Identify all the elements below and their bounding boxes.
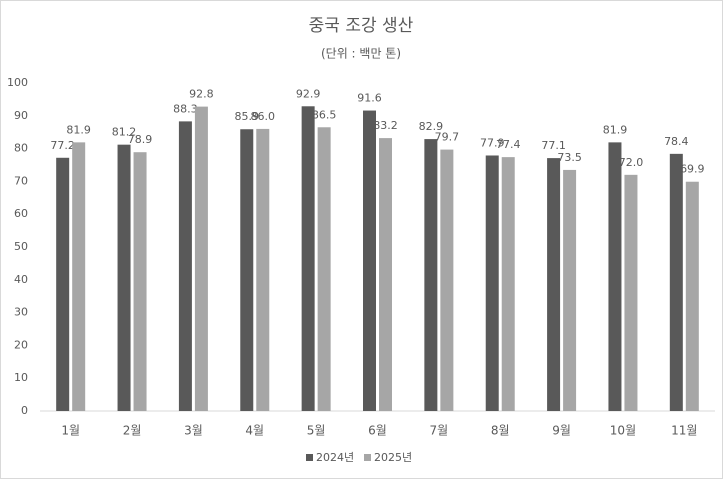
value-label: 81.9	[603, 123, 628, 136]
bar	[563, 169, 577, 411]
bar	[440, 149, 454, 412]
y-tick-label: 40	[14, 273, 28, 286]
x-tick-label: 6월	[368, 424, 387, 438]
value-label: 77.4	[496, 138, 521, 151]
bar	[133, 152, 147, 411]
bar	[669, 153, 683, 411]
value-label: 91.6	[357, 92, 382, 105]
value-label: 73.5	[557, 151, 582, 164]
bar	[72, 142, 86, 412]
x-tick-label: 11월	[671, 424, 697, 438]
x-tick-label: 7월	[430, 424, 449, 438]
y-tick-label: 100	[7, 76, 28, 89]
y-tick-label: 20	[14, 338, 28, 351]
value-label: 92.9	[296, 87, 321, 100]
bar	[178, 121, 192, 411]
value-label: 82.9	[419, 120, 444, 133]
x-tick-label: 10월	[610, 424, 636, 438]
value-label: 81.2	[112, 126, 137, 139]
x-tick-label: 5월	[307, 424, 326, 438]
bar	[240, 129, 254, 412]
value-label: 86.5	[312, 108, 337, 121]
y-tick-label: 60	[14, 207, 28, 220]
bar	[363, 110, 376, 411]
bar	[117, 144, 131, 411]
x-tick-label: 9월	[552, 424, 571, 438]
chart-title: 중국 조강 생산	[309, 16, 414, 36]
value-label: 88.3	[173, 102, 198, 115]
bar	[608, 142, 622, 412]
bar	[56, 157, 70, 411]
bar	[547, 158, 561, 411]
bar	[685, 181, 699, 411]
y-tick-label: 30	[14, 306, 28, 319]
bar	[317, 127, 331, 411]
bar	[194, 106, 208, 411]
value-label: 83.2	[373, 119, 398, 132]
value-label: 77.1	[541, 139, 566, 152]
x-tick-label: 3월	[184, 424, 203, 438]
y-tick-label: 50	[14, 240, 28, 253]
legend-swatch	[306, 454, 313, 461]
value-label: 78.4	[664, 135, 689, 148]
value-label: 69.9	[680, 163, 705, 176]
bar	[624, 174, 638, 411]
bar	[379, 138, 392, 411]
x-tick-label: 4월	[245, 424, 264, 438]
y-tick-label: 70	[14, 174, 28, 187]
bar	[301, 106, 315, 412]
y-tick-label: 10	[14, 371, 28, 384]
value-label: 79.7	[435, 131, 460, 144]
chart-subtitle: (단위 : 백만 톤)	[321, 47, 401, 61]
legend-label: 2025년	[374, 451, 412, 464]
value-label: 92.8	[189, 88, 214, 101]
bar	[424, 139, 438, 411]
legend-label: 2024년	[316, 451, 354, 464]
value-label: 81.9	[66, 123, 91, 136]
bar	[501, 157, 515, 411]
x-tick-label: 1월	[61, 424, 80, 438]
value-label: 85.9	[235, 110, 260, 123]
y-tick-label: 80	[14, 142, 28, 155]
legend-swatch	[364, 454, 371, 461]
y-tick-label: 0	[21, 404, 28, 417]
value-label: 72.0	[619, 156, 644, 169]
bar	[485, 155, 499, 411]
value-label: 77.9	[480, 136, 505, 149]
value-label: 86.0	[251, 110, 276, 123]
x-tick-label: 8월	[491, 424, 510, 438]
x-tick-label: 2월	[123, 424, 142, 438]
bar	[256, 128, 270, 412]
y-tick-label: 90	[14, 109, 28, 122]
value-label: 77.2	[50, 139, 75, 152]
value-label: 78.9	[128, 133, 153, 146]
